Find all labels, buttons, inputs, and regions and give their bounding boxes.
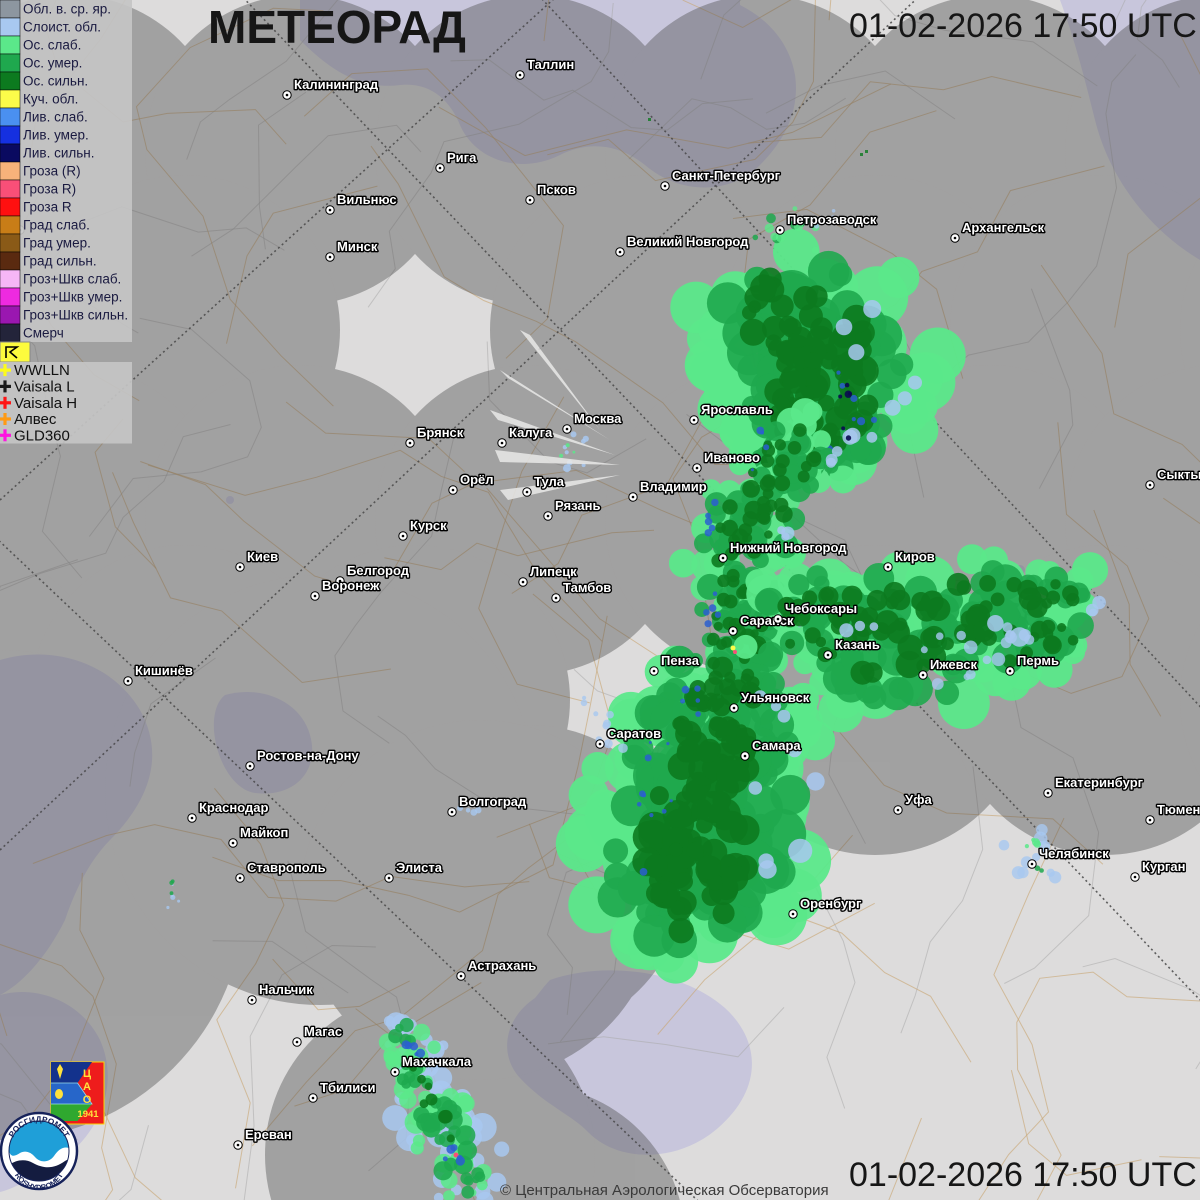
svg-text:Град слаб.: Град слаб. (23, 218, 90, 233)
svg-text:Лив. слаб.: Лив. слаб. (23, 110, 88, 125)
svg-text:Ос. сильн.: Ос. сильн. (23, 74, 88, 89)
svg-text:Град умер.: Град умер. (23, 236, 91, 251)
svg-text:Гроз+Шкв умер.: Гроз+Шкв умер. (23, 290, 122, 305)
svg-text:О: О (83, 1094, 92, 1106)
svg-text:Гроза R): Гроза R) (23, 182, 76, 197)
svg-text:Смерч: Смерч (23, 326, 64, 341)
svg-text:Гроз+Шкв сильн.: Гроз+Шкв сильн. (23, 308, 128, 323)
svg-text:Град сильн.: Град сильн. (23, 254, 97, 269)
svg-text:Обл. в. ср. яр.: Обл. в. ср. яр. (23, 2, 111, 17)
svg-text:Лив. умер.: Лив. умер. (23, 128, 89, 143)
svg-text:GLD360: GLD360 (14, 427, 70, 444)
svg-text:Ос. умер.: Ос. умер. (23, 56, 82, 71)
svg-text:Vaisala H: Vaisala H (14, 395, 77, 412)
svg-text:Слоист. обл.: Слоист. обл. (23, 20, 101, 35)
svg-text:WWLLN: WWLLN (14, 362, 70, 379)
svg-text:Алвес: Алвес (14, 411, 57, 428)
svg-text:1941: 1941 (77, 1109, 99, 1120)
svg-text:Ос. слаб.: Ос. слаб. (23, 38, 81, 53)
svg-text:Ц: Ц (83, 1068, 91, 1080)
svg-text:А: А (83, 1081, 91, 1093)
svg-text:Vaisala L: Vaisala L (14, 378, 75, 395)
svg-text:Куч. обл.: Куч. обл. (23, 92, 78, 107)
svg-text:Гроза R: Гроза R (23, 200, 72, 215)
svg-text:Гроза (R): Гроза (R) (23, 164, 81, 179)
svg-text:Лив. сильн.: Лив. сильн. (23, 146, 94, 161)
svg-text:Гроз+Шкв слаб.: Гроз+Шкв слаб. (23, 272, 121, 287)
